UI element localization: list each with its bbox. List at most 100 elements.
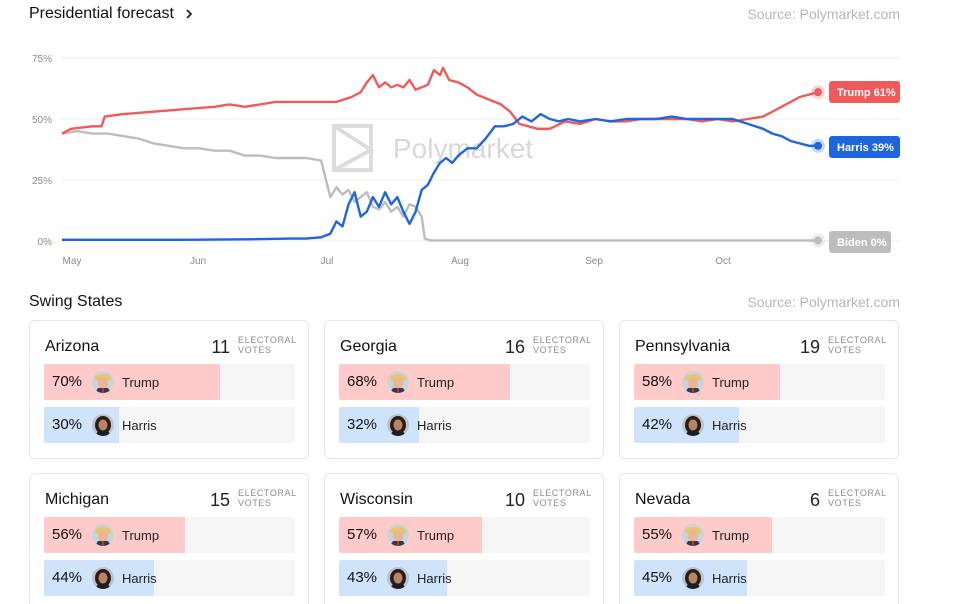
trump-odds-bar [44,364,220,400]
state-name: Wisconsin [340,491,413,508]
harris-odds-row[interactable]: 32% Harris [339,407,590,443]
electoral-votes-count: 16 [504,337,525,357]
electoral-votes-count: 11 [211,337,230,357]
harris-pct: 44% [52,569,83,586]
trump-odds-row[interactable]: 68% Trump [339,364,590,400]
y-axis-ticks: 75% 50% 25% 0% [32,54,52,248]
y-tick-label: 25% [32,176,52,187]
electoral-votes-label: ELECTORAL VOTES [828,335,887,355]
trump-avatar [387,524,409,546]
harris-pct: 43% [347,569,378,586]
trump-name: Trump [417,375,455,390]
harris-avatar [92,567,114,589]
trump-odds-row[interactable]: 55% Trump [634,517,885,553]
forecast-title: Presidential forecast [29,5,174,22]
swing-state-card-michigan[interactable]: Michigan 15 ELECTORAL VOTES 56% Trump 44% Harr… [29,473,309,604]
trump-odds-bar [339,517,483,553]
electoral-votes-count: 15 [209,490,230,510]
harris-endpoint-dot[interactable] [814,141,822,150]
trump-avatar [682,524,704,546]
forecast-header-link[interactable]: Presidential forecast [29,5,196,23]
trump-pct: 58% [642,373,673,390]
trump-pct: 55% [642,526,673,543]
harris-pct: 45% [642,569,673,586]
harris-end-tag [829,136,900,158]
harris-series-line [62,112,818,241]
trump-name: Trump [417,528,455,543]
swing-state-card-pennsylvania[interactable]: Pennsylvania 19 ELECTORAL VOTES 58% Trump 42%… [619,320,899,459]
harris-name: Harris [417,571,452,586]
swing-state-card-arizona[interactable]: Arizona 11 ELECTORAL VOTES 70% Trump 30% Harri… [29,320,309,459]
trump-pct: 70% [52,373,83,390]
swing-state-card-georgia[interactable]: Georgia 16 ELECTORAL VOTES 68% Trump 32% Harri… [324,320,604,459]
x-tick-label: Jun [190,256,206,267]
x-tick-label: Aug [451,256,469,267]
biden-end-label: Biden 0% [837,237,887,249]
harris-odds-row[interactable]: 43% Harris [339,560,590,596]
y-tick-label: 75% [32,54,52,65]
trump-end-label: Trump 61% [837,87,896,99]
swing-state-card-wisconsin[interactable]: Wisconsin 10 ELECTORAL VOTES 57% Trump 43% Har… [324,473,604,604]
electoral-votes-label: ELECTORAL VOTES [238,488,297,508]
biden-series-line [61,130,818,242]
y-tick-label: 0% [38,237,53,248]
trump-avatar [682,371,704,393]
watermark-text: Polymarket [393,133,533,164]
trump-name: Trump [122,528,160,543]
state-name: Nevada [635,491,691,508]
swing-source-link[interactable]: Source: Polymarket.com [747,294,901,310]
x-tick-label: May [63,256,82,267]
harris-odds-row[interactable]: 42% Harris [634,407,885,443]
trump-odds-bar [44,517,185,553]
biden-endpoint-dot[interactable] [814,236,822,245]
harris-avatar [682,567,704,589]
trump-name: Trump [122,375,160,390]
swing-states-header: Swing States [29,293,122,311]
series-endpoints: Trump 61% Harris 39% Biden 0% [811,81,900,253]
harris-name: Harris [122,418,157,433]
x-tick-label: Oct [715,256,731,267]
harris-avatar [387,414,409,436]
harris-odds-row[interactable]: 44% Harris [44,560,295,596]
harris-pct: 42% [642,416,673,433]
harris-odds-row[interactable]: 45% Harris [634,560,885,596]
trump-pct: 68% [347,373,378,390]
harris-name: Harris [122,571,157,586]
swing-state-card-nevada[interactable]: Nevada 6 ELECTORAL VOTES 55% Trump 45% Harris [619,473,899,604]
harris-name: Harris [417,418,452,433]
electoral-votes-label: ELECTORAL VOTES [828,488,887,508]
trump-odds-row[interactable]: 70% Trump [44,364,295,400]
harris-name: Harris [712,571,747,586]
trump-odds-row[interactable]: 58% Trump [634,364,885,400]
trump-endpoint-dot[interactable] [814,88,822,97]
harris-pct: 32% [347,416,378,433]
harris-avatar [92,414,114,436]
state-name: Michigan [45,491,110,508]
electoral-votes-label: ELECTORAL VOTES [238,335,297,355]
harris-name: Harris [712,418,747,433]
harris-odds-row[interactable]: 30% Harris [44,407,295,443]
trump-series-line [61,66,819,135]
trump-odds-row[interactable]: 57% Trump [339,517,590,553]
trump-name: Trump [712,375,750,390]
chart-source-link[interactable]: Source: Polymarket.com [747,6,901,22]
trump-odds-row[interactable]: 56% Trump [44,517,295,553]
trump-avatar [92,371,114,393]
harris-avatar [682,414,704,436]
state-name: Pennsylvania [635,338,731,355]
swing-states-title: Swing States [29,293,123,310]
x-tick-label: Sep [585,256,603,267]
electoral-votes-label: ELECTORAL VOTES [533,488,592,508]
y-tick-label: 50% [32,115,52,126]
biden-end-tag [829,231,891,253]
trump-avatar [387,371,409,393]
electoral-votes-count: 10 [504,490,525,510]
chevron-right-icon [186,9,193,19]
trump-pct: 56% [52,526,83,543]
harris-avatar [387,567,409,589]
trump-end-tag [829,81,900,103]
electoral-votes-count: 19 [799,337,820,357]
harris-pct: 30% [52,416,83,433]
x-tick-label: Jul [321,256,334,267]
state-name: Georgia [340,338,397,355]
